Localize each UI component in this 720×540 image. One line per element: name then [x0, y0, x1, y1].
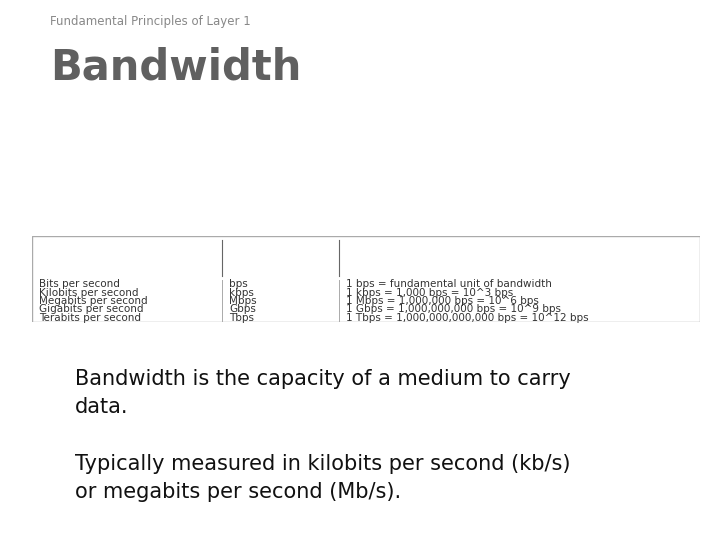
Text: Equivalence: Equivalence — [480, 252, 559, 265]
Text: 1 kbps = 1,000 bps = 10^3 bps: 1 kbps = 1,000 bps = 10^3 bps — [346, 288, 513, 298]
Text: Typically measured in kilobits per second (kb/s): Typically measured in kilobits per secon… — [75, 454, 570, 474]
Text: Kilobits per second: Kilobits per second — [39, 288, 138, 298]
Text: Mbps: Mbps — [229, 296, 257, 306]
Text: 1 Tbps = 1,000,000,000,000 bps = 10^12 bps: 1 Tbps = 1,000,000,000,000 bps = 10^12 b… — [346, 313, 588, 323]
Text: Megabits per second: Megabits per second — [39, 296, 148, 306]
Text: data.: data. — [75, 397, 128, 417]
Text: kbps: kbps — [229, 288, 254, 298]
Text: 1 Mbps = 1,000,000 bps = 10^6 bps: 1 Mbps = 1,000,000 bps = 10^6 bps — [346, 296, 539, 306]
Text: Bits per second: Bits per second — [39, 279, 120, 289]
Text: Gigabits per second: Gigabits per second — [39, 305, 143, 314]
Text: Tbps: Tbps — [229, 313, 254, 323]
Text: bps: bps — [229, 279, 248, 289]
Text: Bandwidth: Bandwidth — [50, 46, 302, 88]
Text: Fundamental Principles of Layer 1: Fundamental Principles of Layer 1 — [50, 15, 251, 28]
Text: Unit of Bandwidth: Unit of Bandwidth — [67, 252, 187, 265]
Text: Gbps: Gbps — [229, 305, 256, 314]
Text: 1 bps = fundamental unit of bandwidth: 1 bps = fundamental unit of bandwidth — [346, 279, 552, 289]
Text: 1 Gbps = 1,000,000,000 bps = 10^9 bps: 1 Gbps = 1,000,000,000 bps = 10^9 bps — [346, 305, 561, 314]
Text: 12: 12 — [7, 104, 21, 114]
Text: Abbreviation: Abbreviation — [238, 252, 323, 265]
Text: Terabits per second: Terabits per second — [39, 313, 140, 323]
Text: Bandwidth is the capacity of a medium to carry: Bandwidth is the capacity of a medium to… — [75, 369, 571, 389]
Text: or megabits per second (Mb/s).: or megabits per second (Mb/s). — [75, 482, 401, 502]
